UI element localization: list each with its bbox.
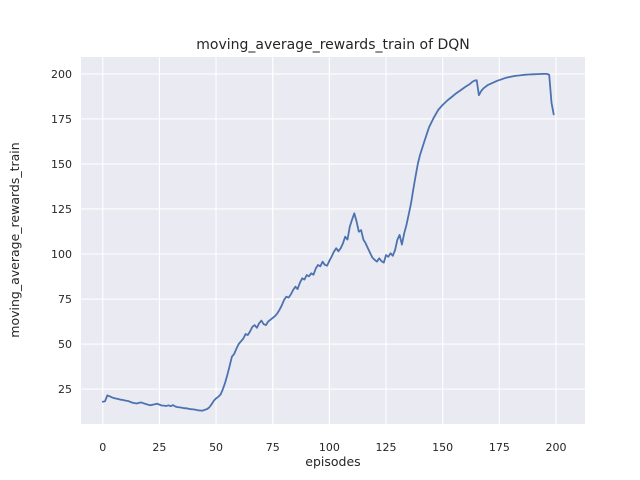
x-tick-label: 25 [152, 441, 166, 454]
y-tick-label: 200 [51, 68, 72, 81]
x-tick-label: 0 [99, 441, 106, 454]
y-tick-label: 175 [51, 113, 72, 126]
x-tick-label: 175 [489, 441, 510, 454]
data-line-series [101, 73, 555, 412]
y-axis-label: moving_average_rewards_train [7, 142, 22, 337]
y-tick-label: 125 [51, 203, 72, 216]
x-tick-label: 200 [545, 441, 566, 454]
chart-title: moving_average_rewards_train of DQN [196, 37, 470, 53]
x-axis-label: episodes [305, 454, 360, 469]
x-axis-tick-labels: 0 25 50 75 100 125 150 175 200 [99, 441, 566, 454]
y-tick-label: 25 [58, 383, 72, 396]
y-tick-label: 100 [51, 248, 72, 261]
x-tick-label: 50 [209, 441, 223, 454]
y-axis-tick-labels: 25 50 75 100 125 150 175 200 [51, 68, 72, 396]
x-tick-label: 100 [319, 441, 340, 454]
x-tick-label: 125 [376, 441, 397, 454]
plot-area-background [81, 57, 585, 424]
y-tick-label: 150 [51, 158, 72, 171]
y-tick-label: 75 [58, 293, 72, 306]
x-tick-label: 75 [266, 441, 280, 454]
x-tick-label: 150 [432, 441, 453, 454]
y-tick-label: 50 [58, 338, 72, 351]
